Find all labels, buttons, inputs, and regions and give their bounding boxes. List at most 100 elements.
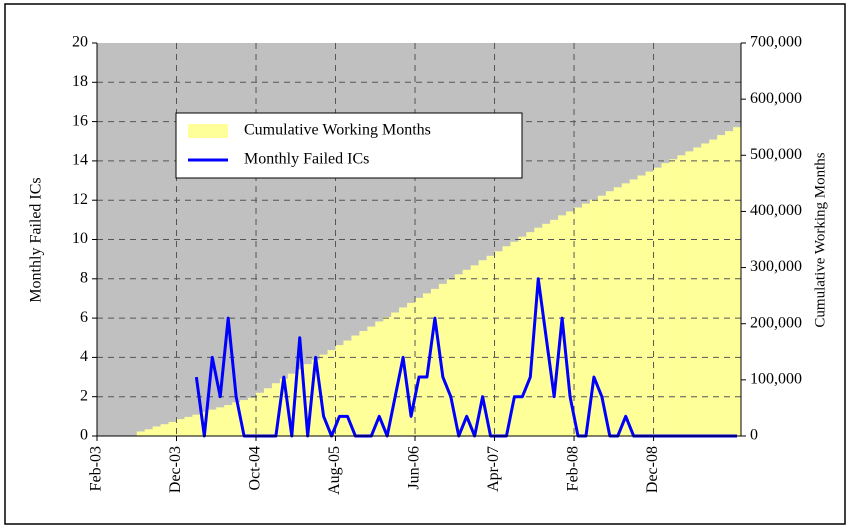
y2-tick-label: 0 <box>750 427 758 444</box>
y2-axis-label: Cumulative Working Months <box>812 152 828 327</box>
y2-tick-label: 700,000 <box>750 34 802 51</box>
area-column <box>192 414 201 436</box>
area-column <box>415 297 424 436</box>
y-tick-label: 6 <box>80 309 88 326</box>
area-column <box>168 421 177 436</box>
area-column <box>295 369 305 436</box>
area-column <box>263 388 273 436</box>
y-tick-label: 2 <box>80 387 88 404</box>
legend-label: Cumulative Working Months <box>244 122 431 139</box>
x-tick-label: Feb-08 <box>565 446 582 491</box>
y-tick-label: 16 <box>72 112 88 129</box>
area-column <box>693 147 702 436</box>
area-column <box>685 151 694 436</box>
area-column <box>637 175 646 437</box>
area-column <box>335 345 344 436</box>
legend-label: Monthly Failed ICs <box>244 151 369 168</box>
y2-tick-label: 300,000 <box>750 258 802 275</box>
area-column <box>327 350 336 436</box>
y2-tick-label: 500,000 <box>750 146 802 163</box>
x-tick-label: Feb-03 <box>88 446 105 491</box>
x-tick-label: Dec-08 <box>644 446 661 493</box>
area-column <box>645 171 654 436</box>
area-column <box>454 274 464 436</box>
legend-swatch <box>188 124 228 138</box>
area-column <box>271 383 281 436</box>
area-column <box>311 359 321 436</box>
area-column <box>184 416 193 436</box>
x-tick-label: Dec-03 <box>167 446 184 493</box>
area-column <box>367 326 376 436</box>
area-column <box>486 255 495 436</box>
area-column <box>208 409 217 436</box>
area-column <box>152 426 162 436</box>
y-tick-label: 0 <box>80 427 88 444</box>
area-column <box>725 131 734 436</box>
area-column <box>550 219 559 436</box>
x-tick-label: Jun-06 <box>406 446 423 490</box>
y2-tick-label: 600,000 <box>750 90 802 107</box>
area-column <box>176 419 185 436</box>
area-column <box>232 402 241 436</box>
y2-tick-label: 100,000 <box>750 371 802 388</box>
area-column <box>160 424 169 436</box>
area-column <box>407 302 416 436</box>
y-axis-label: Monthly Failed ICs <box>28 177 45 302</box>
area-column <box>621 183 631 436</box>
area-column <box>383 316 392 436</box>
area-column <box>343 340 352 436</box>
y-tick-label: 12 <box>72 191 88 208</box>
area-column <box>136 431 146 436</box>
area-column <box>216 407 225 436</box>
area-column <box>597 195 607 436</box>
area-column <box>502 246 511 436</box>
area-column <box>677 155 686 437</box>
area-column <box>319 354 328 436</box>
area-column <box>526 232 535 436</box>
area-column <box>613 187 623 436</box>
area-column <box>669 159 678 437</box>
area-column <box>224 405 233 436</box>
area-column <box>287 373 297 436</box>
y2-tick-label: 200,000 <box>750 314 802 331</box>
area-column <box>430 288 440 436</box>
area-column <box>581 203 591 436</box>
y-tick-label: 20 <box>72 34 88 51</box>
area-column <box>733 127 742 436</box>
area-column <box>256 392 265 436</box>
area-column <box>144 429 154 436</box>
area-column <box>399 307 408 436</box>
y2-tick-label: 400,000 <box>750 202 802 219</box>
area-column <box>478 260 487 436</box>
y-tick-label: 4 <box>80 348 88 365</box>
x-tick-label: Apr-07 <box>485 446 502 492</box>
area-column <box>438 283 448 436</box>
area-column <box>717 135 726 436</box>
legend-box <box>175 112 523 179</box>
y-tick-label: 10 <box>72 230 88 247</box>
area-column <box>574 207 583 436</box>
area-column <box>303 364 313 436</box>
area-column <box>566 211 575 436</box>
area-column <box>240 400 249 436</box>
area-column <box>661 163 670 436</box>
area-column <box>510 241 519 436</box>
area-column <box>279 378 289 436</box>
area-column <box>359 331 368 436</box>
area-column <box>653 167 662 436</box>
area-column <box>701 143 710 436</box>
x-tick-label: Aug-05 <box>326 446 343 495</box>
area-column <box>629 179 639 437</box>
area-column <box>518 236 527 436</box>
plot-area: 0 2 4 6 8 10 12 14 16 18 20 0 100,000 200,000 300,000 4… <box>72 34 802 495</box>
y-tick-label: 14 <box>72 152 88 169</box>
area-column <box>351 335 360 436</box>
x-tick-label: Oct-04 <box>247 446 264 490</box>
area-column <box>375 321 384 436</box>
area-column <box>462 269 472 436</box>
area-column <box>494 251 503 436</box>
area-column <box>534 227 543 436</box>
y-tick-label: 8 <box>80 269 88 286</box>
area-column <box>391 312 400 436</box>
